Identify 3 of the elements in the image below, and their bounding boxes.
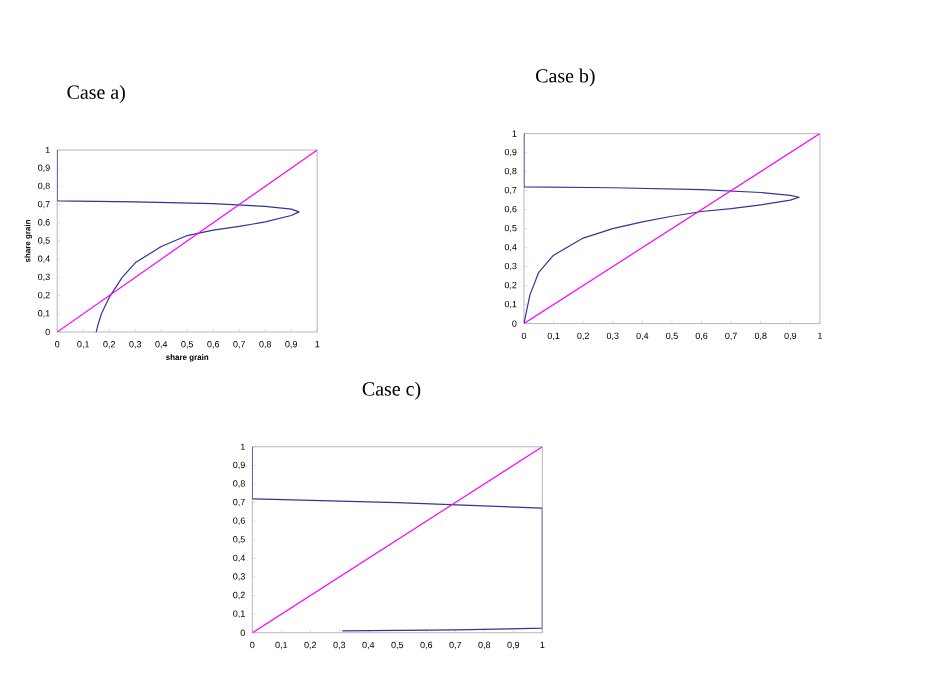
chart-title: Case b) xyxy=(536,68,595,87)
chart-title: Case c) xyxy=(362,381,421,400)
chart-title: Case a) xyxy=(67,84,125,104)
